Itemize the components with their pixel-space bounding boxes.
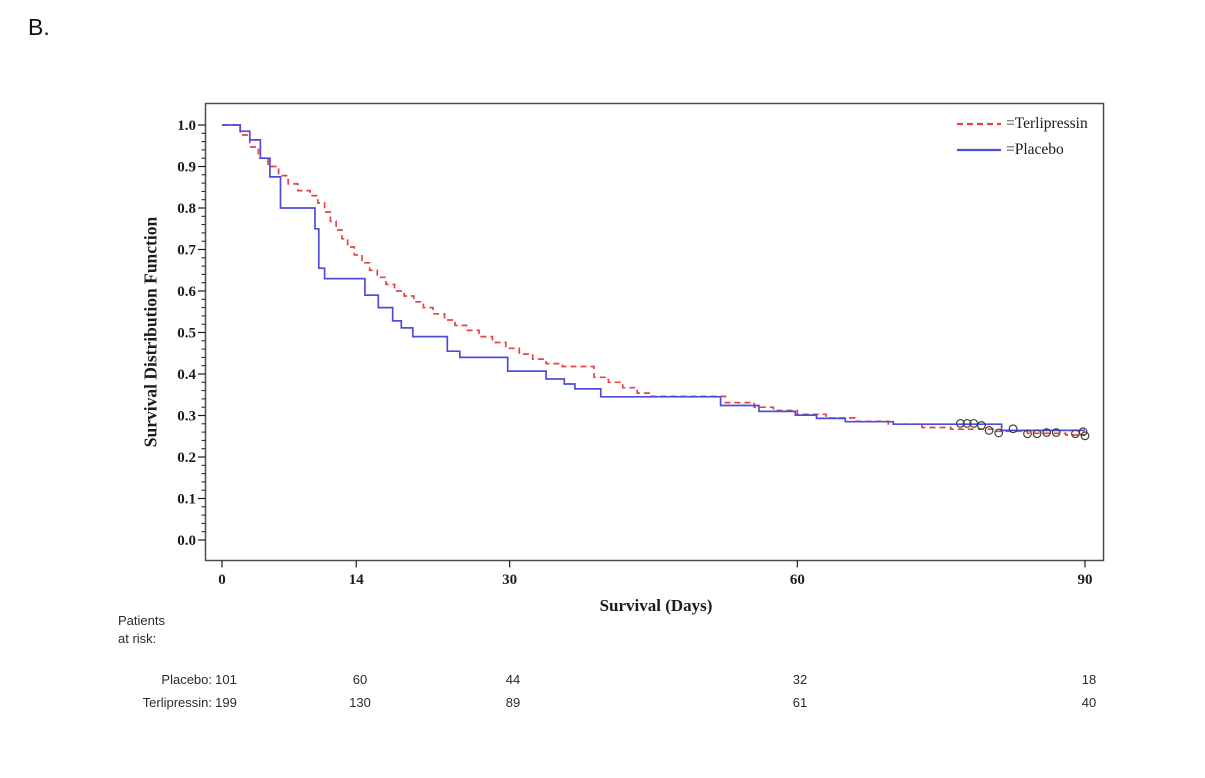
at-risk-value: 61 [792, 695, 808, 710]
censor-mark [1023, 429, 1032, 439]
plot-border [204, 102, 1105, 562]
at-risk-row-placebo: Placebo: 101 60 44 32 18 [0, 672, 1205, 690]
at-risk-value: 18 [1081, 672, 1097, 687]
y-tick-label: 0.0 [177, 533, 196, 549]
y-tick-label: 0.5 [177, 326, 196, 342]
y-axis-title: Survival Distribution Function [140, 216, 161, 448]
curve-terlipressin [222, 124, 1085, 436]
y-tick-label: 0.2 [177, 450, 196, 466]
censor-mark [977, 421, 986, 430]
y-tick-label: 0.1 [177, 492, 196, 508]
legend-entry-placebo: =Placebo [956, 137, 1088, 163]
legend-label-placebo: =Placebo [1006, 141, 1064, 158]
y-tick-label: 0.3 [177, 409, 196, 425]
at-risk-value: 44 [505, 672, 521, 687]
at-risk-value: 130 [349, 695, 371, 710]
censor-mark [962, 418, 972, 428]
x-tick-label: 60 [790, 572, 805, 588]
y-tick-label: 0.4 [177, 367, 196, 383]
censor-mark [1008, 424, 1018, 434]
at-risk-header-line1: Patients [118, 613, 165, 628]
y-tick-label: 1.0 [177, 118, 196, 134]
legend-label-terlipressin: =Terlipressin [1006, 115, 1088, 132]
y-tick-label: 0.9 [177, 160, 196, 176]
x-tick-label: 30 [502, 572, 517, 588]
at-risk-value: 199 [215, 695, 237, 710]
censor-mark [1080, 431, 1090, 441]
legend-entry-terlipressin: =Terlipressin [956, 111, 1088, 137]
at-risk-value: 60 [352, 672, 368, 687]
censor-mark [1051, 428, 1061, 437]
terlipressin-line-swatch [957, 122, 1001, 126]
censor-mark [984, 426, 994, 435]
legend: =Terlipressin =Placebo [956, 111, 1088, 163]
at-risk-value: 89 [505, 695, 521, 710]
x-tick-label: 90 [1078, 572, 1093, 588]
censor-mark [1032, 429, 1042, 439]
at-risk-value: 40 [1081, 695, 1097, 710]
at-risk-header-line2: at risk: [118, 631, 157, 646]
y-tick-label: 0.8 [177, 201, 196, 217]
at-risk-value: 32 [792, 672, 808, 687]
y-tick-label: 0.6 [177, 284, 196, 300]
at-risk-row-terlipressin: Terlipressin: 199 130 89 61 40 [0, 695, 1205, 713]
at-risk-row-label: Placebo: [161, 672, 212, 687]
censor-mark [1042, 428, 1052, 437]
y-tick-label: 0.7 [177, 243, 196, 259]
at-risk-value: 101 [215, 672, 237, 687]
x-axis-title: Survival (Days) [599, 596, 713, 615]
censor-mark [955, 418, 965, 428]
at-risk-row-label: Terlipressin: [142, 695, 212, 710]
censor-mark [994, 428, 1004, 438]
curve-placebo [222, 124, 1085, 432]
x-tick-label: 14 [349, 572, 365, 588]
placebo-line-swatch [957, 148, 1001, 152]
panel-label: B. [28, 14, 50, 40]
x-tick-label: 0 [218, 572, 226, 588]
censor-mark [1078, 427, 1088, 437]
